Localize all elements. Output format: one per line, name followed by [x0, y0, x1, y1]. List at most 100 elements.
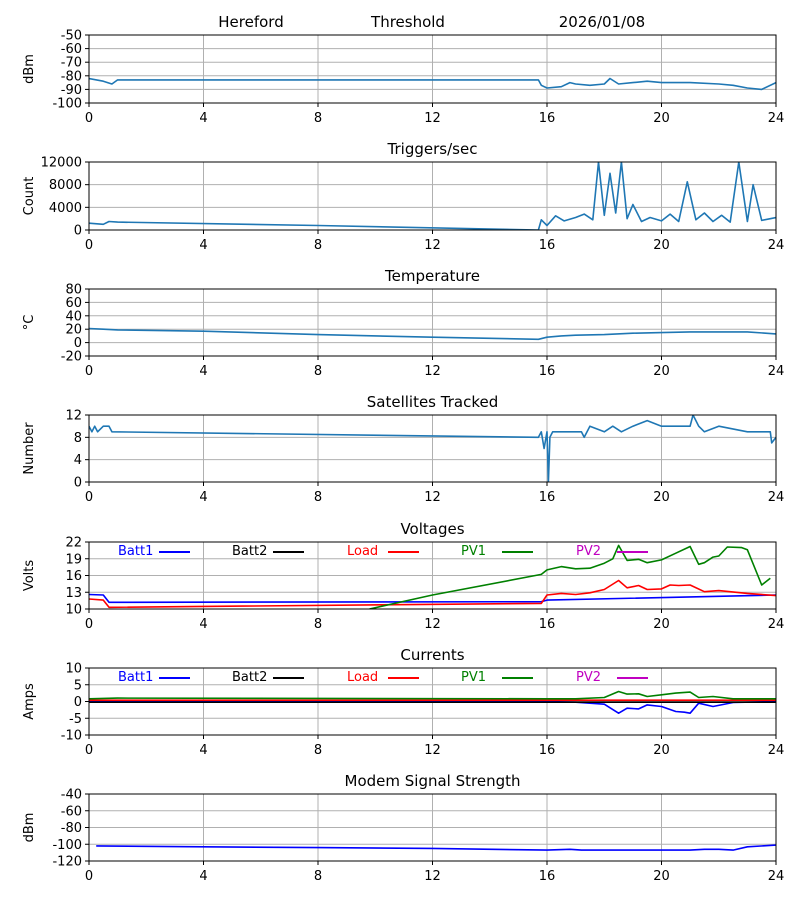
y-tick-label: 0 [74, 224, 82, 239]
chart-modem: Modem Signal Strength 0 4 8 12 16 20 24 -40-60 -8… [22, 772, 784, 884]
legend-label-batt2: Batt2 [232, 670, 267, 685]
y-tick-label: 0 [74, 695, 82, 710]
y-tick-label: 0 [74, 336, 82, 351]
chart-title: Triggers/sec [387, 140, 478, 158]
y-tick-label: 22 [65, 536, 82, 551]
x-tick-label: 8 [314, 490, 322, 505]
legend-label-pv2: PV2 [576, 670, 601, 685]
y-axis-label: °C [22, 315, 37, 331]
y-tick-label: -120 [52, 855, 82, 870]
x-tick-label: 12 [424, 490, 441, 505]
x-tick-label: 24 [768, 364, 785, 379]
y-tick-label: 13 [65, 586, 82, 601]
series-line-modem [96, 844, 776, 851]
chart-currents: Currents 0 4 8 12 16 20 24 105 0 -5 -10 Amps Batt1 Bat… [22, 646, 784, 758]
legend-label-batt1: Batt1 [118, 544, 153, 559]
y-tick-label: -90 [61, 83, 82, 98]
x-tick-label: 0 [85, 869, 93, 884]
x-tick-label: 4 [199, 364, 207, 379]
x-tick-label: 8 [314, 111, 322, 126]
x-tick-label: 12 [424, 869, 441, 884]
y-tick-label: 19 [65, 552, 82, 567]
y-axis-label: dBm [22, 813, 37, 843]
x-tick-label: 4 [199, 869, 207, 884]
x-tick-label: 24 [768, 111, 785, 126]
y-tick-label: 0 [74, 476, 82, 491]
x-tick-label: 0 [85, 743, 93, 758]
chart-triggers: Triggers/sec 0 4 8 12 16 20 24 12000 8000 4000 0 Cou… [22, 140, 784, 253]
x-tick-label: 12 [424, 111, 441, 126]
y-tick-label: 5 [74, 678, 82, 693]
chart-panels: 0 4 8 12 16 20 24-50-60-70-80-90-100dBmTrigger… [22, 29, 784, 885]
legend-label-load: Load [347, 544, 378, 559]
x-tick-label: 24 [768, 490, 785, 505]
series-line-pv1 [89, 690, 776, 700]
series-line-temp [89, 327, 776, 341]
x-tick-label: 16 [539, 364, 556, 379]
x-tick-label: 12 [424, 743, 441, 758]
x-tick-label: 16 [539, 490, 556, 505]
series-line-sats [89, 415, 776, 482]
y-tick-label: 60 [65, 296, 82, 311]
x-tick-label: 24 [768, 617, 785, 632]
station-name: Hereford [218, 13, 283, 31]
series-line-batt1 [89, 593, 776, 604]
trigger-mode: Threshold [370, 13, 445, 31]
legend-label-pv2: PV2 [576, 544, 601, 559]
legend-label-pv1: PV1 [461, 544, 486, 559]
y-tick-label: 8 [74, 431, 82, 446]
y-axis-label: dBm [22, 54, 37, 84]
y-tick-label: 4 [74, 453, 82, 468]
y-tick-label: 12000 [41, 156, 82, 171]
legend-label-pv1: PV1 [461, 670, 486, 685]
y-tick-label: -70 [61, 56, 82, 71]
x-tick-label: 20 [653, 490, 670, 505]
x-tick-label: 20 [653, 743, 670, 758]
x-tick-label: 8 [314, 238, 322, 253]
series-line-load [89, 579, 776, 609]
y-tick-label: -80 [61, 69, 82, 84]
y-tick-label: -20 [61, 350, 82, 365]
x-tick-label: 24 [768, 238, 785, 253]
series-line-batt1 [89, 700, 776, 715]
report-date: 2026/01/08 [559, 13, 645, 31]
x-tick-label: 20 [653, 617, 670, 632]
x-tick-label: 4 [199, 490, 207, 505]
x-tick-label: 12 [424, 238, 441, 253]
x-tick-label: 4 [199, 238, 207, 253]
x-tick-label: 8 [314, 869, 322, 884]
x-tick-label: 16 [539, 617, 556, 632]
y-tick-label: -60 [61, 42, 82, 57]
y-axis-label: Number [22, 422, 37, 475]
series-line-pv1 [369, 544, 771, 609]
legend-label-load: Load [347, 670, 378, 685]
chart-dbm: 0 4 8 12 16 20 24 -50-60-70-80-90-100 dBm [22, 29, 784, 127]
x-tick-label: 16 [539, 869, 556, 884]
legend-label-batt1: Batt1 [118, 670, 153, 685]
x-tick-label: 4 [199, 111, 207, 126]
y-tick-label: 10 [65, 603, 82, 618]
x-tick-label: 8 [314, 617, 322, 632]
y-tick-label: -100 [52, 838, 82, 853]
x-tick-label: 4 [199, 743, 207, 758]
chart-satellites: Satellites Tracked 0 4 8 12 16 20 24 12 8 4 0 Number [22, 393, 784, 505]
x-tick-label: 16 [539, 743, 556, 758]
series-line-signal [89, 77, 776, 91]
chart-title: Currents [400, 646, 464, 664]
y-tick-label: 10 [65, 662, 82, 677]
x-tick-label: 20 [653, 238, 670, 253]
x-tick-label: 0 [85, 617, 93, 632]
y-tick-label: 8000 [49, 178, 82, 193]
y-tick-label: 80 [65, 283, 82, 298]
chart-title: Modem Signal Strength [345, 772, 521, 790]
x-tick-label: 20 [653, 364, 670, 379]
x-tick-label: 24 [768, 743, 785, 758]
x-tick-label: 12 [424, 617, 441, 632]
x-tick-label: 20 [653, 111, 670, 126]
y-tick-label: 20 [65, 323, 82, 338]
series-line-triggers [89, 162, 776, 230]
y-tick-label: -100 [52, 97, 82, 112]
